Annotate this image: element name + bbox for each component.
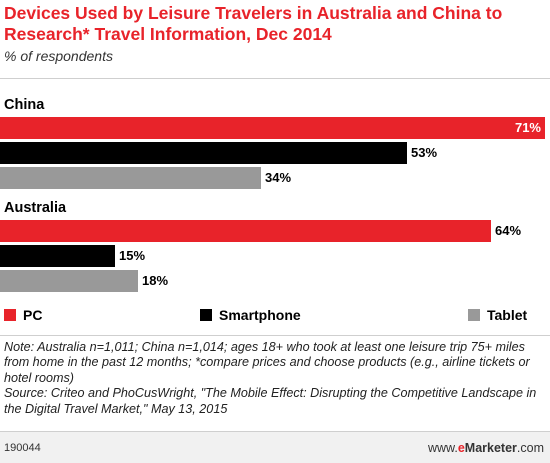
brand-main: Marketer [464, 441, 517, 455]
bar-australia-pc [0, 220, 491, 242]
group-label-australia: Australia [4, 200, 67, 216]
legend-label-pc: PC [23, 307, 43, 323]
group-label-china: China [4, 97, 45, 113]
value-label-australia-pc: 64% [495, 223, 522, 238]
legend-item-tablet: Tablet [468, 307, 527, 323]
brand-link[interactable]: www.eMarketer.com [428, 441, 544, 455]
brand-suffix: .com [516, 441, 544, 455]
bar-australia-smartphone [0, 245, 115, 267]
chart-title: Devices Used by Leisure Travelers in Aus… [4, 3, 503, 44]
brand-e: e [457, 441, 465, 455]
value-label-australia-tablet: 18% [142, 273, 169, 288]
bar-china-tablet [0, 167, 261, 189]
chart-subtitle: % of respondents [4, 48, 113, 64]
bar-china-pc [0, 117, 545, 139]
legend-item-smartphone: Smartphone [200, 307, 301, 323]
bar-china-smartphone [0, 142, 407, 164]
legend-item-pc: PC [4, 307, 42, 323]
note-divider [0, 335, 550, 336]
value-label-australia-smartphone: 15% [119, 248, 146, 263]
note-text: Note: Australia n=1,011; China n=1,014; … [4, 340, 530, 385]
chart-notes: Note: Australia n=1,011; China n=1,014; … [4, 340, 544, 417]
bar-australia-tablet [0, 270, 138, 292]
top-divider [0, 78, 550, 79]
source-text: Source: Criteo and PhoCusWright, "The Mo… [4, 386, 537, 416]
value-label-china-pc: 71% [514, 120, 541, 135]
legend-swatch-tablet [468, 309, 480, 321]
legend-swatch-pc [4, 309, 16, 321]
footer-bar: 190044 www.eMarketer.com [0, 431, 550, 463]
legend-label-tablet: Tablet [487, 307, 528, 323]
legend-label-smartphone: Smartphone [219, 307, 301, 323]
value-label-china-tablet: 34% [265, 170, 292, 185]
brand-prefix: www. [427, 441, 458, 455]
chart-id: 190044 [4, 442, 41, 454]
value-label-china-smartphone: 53% [411, 145, 438, 160]
legend-swatch-smartphone [200, 309, 212, 321]
